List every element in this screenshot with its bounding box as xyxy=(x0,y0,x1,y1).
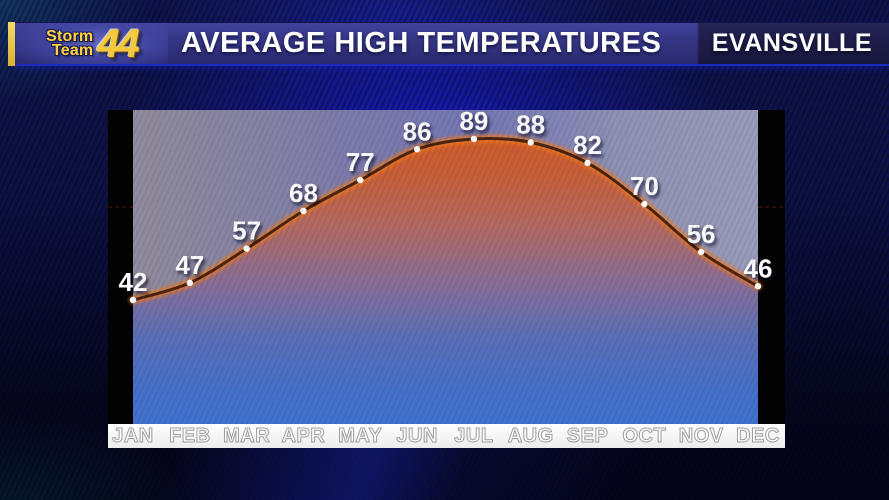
value-label: 68 xyxy=(289,178,318,208)
temperature-curve-line xyxy=(131,137,760,302)
value-label: 88 xyxy=(516,109,545,139)
month-label: MAR xyxy=(223,425,271,448)
temperature-chart: 42 47 57 68 77 86 89 88 82 70 56 46 JAN FEB MAR APR MAY… xyxy=(108,106,785,448)
data-point-dot xyxy=(243,245,250,252)
right-axis-tick-mark xyxy=(758,206,785,208)
month-axis-strip: JAN FEB MAR APR MAY JUN JUL AUG SEP OCT NOV DEC xyxy=(108,424,785,448)
month-label: AUG xyxy=(507,425,554,448)
value-label: 57 xyxy=(232,216,261,246)
value-label: 46 xyxy=(744,253,773,283)
logo-line1: Storm xyxy=(46,27,94,45)
value-label: 89 xyxy=(459,106,488,136)
data-point-dot xyxy=(754,283,762,290)
value-label: 56 xyxy=(687,219,716,249)
month-label: MAY xyxy=(338,425,383,448)
background-blue-wedge xyxy=(155,445,655,500)
month-label: NOV xyxy=(678,425,724,448)
data-point-dots xyxy=(129,135,762,304)
month-label: JUL xyxy=(454,425,494,448)
temperature-curve-svg: 42 47 57 68 77 86 89 88 82 70 56 46 xyxy=(119,106,772,424)
value-label: 86 xyxy=(403,116,432,146)
value-labels: 42 47 57 68 77 86 89 88 82 70 56 46 xyxy=(119,106,773,297)
data-point-dot xyxy=(527,139,534,146)
chart-plot-area: 42 47 57 68 77 86 89 88 82 70 56 46 xyxy=(119,106,772,424)
month-label: DEC xyxy=(736,425,780,448)
data-point-dot xyxy=(584,159,591,167)
value-label: 47 xyxy=(175,250,204,280)
left-axis-tick-mark xyxy=(108,206,133,208)
data-point-dot xyxy=(357,176,364,184)
value-label: 42 xyxy=(119,267,148,297)
month-label: JUN xyxy=(396,425,438,448)
data-point-dot xyxy=(470,135,478,143)
page-title: AVERAGE HIGH TEMPERATURES xyxy=(181,27,662,59)
logo-line2: Team xyxy=(51,41,94,59)
storm-team-44-logo: Storm Team 44 xyxy=(16,23,168,64)
month-label: JAN xyxy=(112,425,154,448)
data-point-dot xyxy=(641,200,648,208)
value-label: 77 xyxy=(346,147,375,177)
logo-wordmark: Storm Team xyxy=(46,27,94,59)
month-label: SEP xyxy=(566,425,609,448)
under-curve-gradient-fill xyxy=(133,138,758,424)
month-label: FEB xyxy=(169,425,211,448)
header-bar: Storm Team 44 AVERAGE HIGH TEMPERATURES … xyxy=(15,22,889,66)
value-label: 70 xyxy=(630,171,659,201)
data-point-dot xyxy=(186,279,194,287)
location-label: EVANSVILLE xyxy=(711,29,872,57)
data-point-dot xyxy=(413,146,421,153)
month-label: OCT xyxy=(622,425,667,448)
data-point-dot xyxy=(129,296,137,304)
header-accent-bar xyxy=(8,22,15,66)
logo-number-44: 44 xyxy=(97,21,139,66)
data-point-dot xyxy=(300,207,307,215)
value-label: 82 xyxy=(573,130,602,160)
month-label: APR xyxy=(281,425,326,448)
data-point-dot xyxy=(697,248,705,256)
